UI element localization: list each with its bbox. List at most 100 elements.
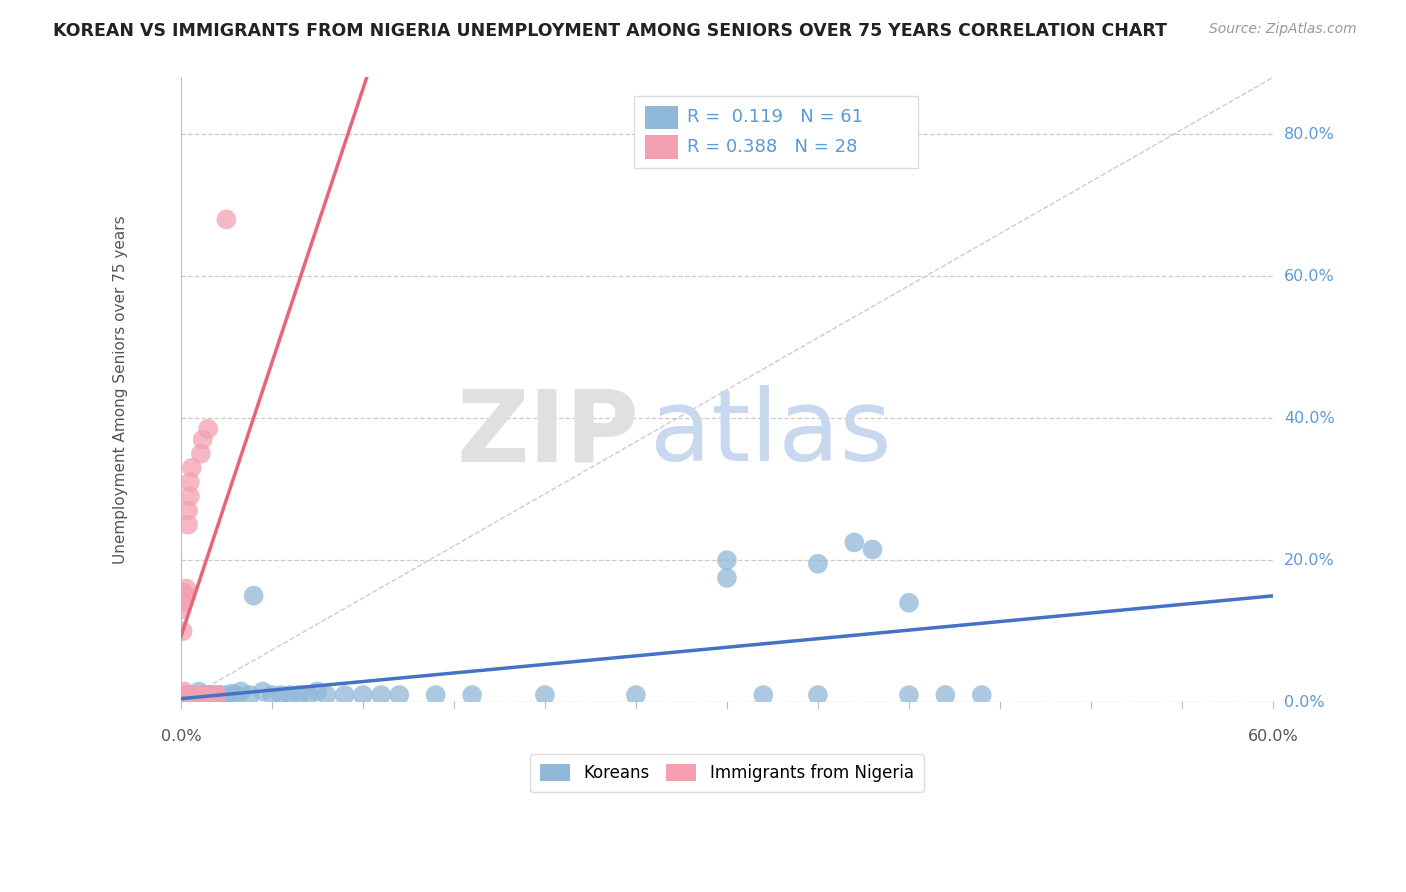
Point [862, 542, 884, 557]
Point [180, 688, 202, 702]
Point [198, 688, 221, 702]
Text: Source: ZipAtlas.com: Source: ZipAtlas.com [1209, 22, 1357, 37]
Point [333, 688, 356, 702]
Point [224, 688, 246, 702]
Point [270, 688, 292, 702]
Point [752, 688, 775, 702]
Point [180, 461, 202, 475]
Point [807, 557, 830, 571]
Point [288, 688, 311, 702]
Text: 0.0%: 0.0% [160, 729, 201, 744]
Point [177, 503, 200, 517]
Point [260, 688, 283, 702]
Text: ZIP: ZIP [457, 385, 640, 482]
Point [188, 688, 211, 702]
Point [207, 688, 229, 702]
Point [170, 603, 193, 617]
FancyBboxPatch shape [645, 135, 678, 159]
FancyBboxPatch shape [634, 96, 918, 168]
Point [179, 475, 201, 489]
Point [278, 688, 301, 702]
Point [370, 688, 392, 702]
Point [184, 688, 207, 702]
Text: 60.0%: 60.0% [1284, 268, 1334, 284]
Point [191, 688, 214, 702]
Point [388, 688, 411, 702]
Text: KOREAN VS IMMIGRANTS FROM NIGERIA UNEMPLOYMENT AMONG SENIORS OVER 75 YEARS CORRE: KOREAN VS IMMIGRANTS FROM NIGERIA UNEMPL… [53, 22, 1167, 40]
Point [897, 596, 920, 610]
Text: 40.0%: 40.0% [1284, 410, 1334, 425]
Point [179, 688, 201, 702]
Point [183, 688, 205, 702]
Point [186, 688, 208, 702]
FancyBboxPatch shape [645, 105, 678, 129]
Point [716, 553, 738, 567]
Point [202, 688, 225, 702]
Text: 80.0%: 80.0% [1284, 127, 1334, 142]
Point [534, 688, 557, 702]
Point [184, 688, 207, 702]
Point [197, 422, 219, 436]
Point [176, 589, 198, 603]
Point [173, 691, 195, 706]
Point [183, 688, 205, 702]
Point [172, 695, 194, 709]
Point [215, 688, 238, 702]
Point [172, 585, 194, 599]
Point [202, 688, 225, 702]
Point [461, 688, 484, 702]
Point [176, 691, 198, 706]
Point [897, 688, 920, 702]
Point [176, 688, 198, 702]
Point [193, 688, 215, 702]
Point [239, 688, 262, 702]
Point [197, 688, 219, 702]
Text: 0.0%: 0.0% [1284, 695, 1324, 710]
Point [180, 691, 202, 706]
Point [179, 489, 201, 503]
Point [307, 684, 329, 698]
Text: R =  0.119   N = 61: R = 0.119 N = 61 [686, 109, 862, 127]
Point [173, 684, 195, 698]
Point [252, 684, 274, 698]
Point [844, 535, 866, 549]
Point [297, 688, 319, 702]
Point [173, 695, 195, 709]
Point [191, 433, 214, 447]
Point [173, 688, 195, 702]
Point [170, 691, 193, 706]
Text: 60.0%: 60.0% [1247, 729, 1298, 744]
Point [176, 695, 198, 709]
Point [180, 688, 202, 702]
Point [188, 684, 211, 698]
Point [188, 688, 211, 702]
Point [176, 691, 198, 706]
Point [315, 688, 337, 702]
Point [170, 695, 193, 709]
Point [807, 688, 830, 702]
Text: R = 0.388   N = 28: R = 0.388 N = 28 [686, 137, 856, 156]
Point [229, 684, 252, 698]
Point [179, 691, 201, 706]
Point [716, 571, 738, 585]
Point [186, 688, 208, 702]
Point [176, 582, 198, 596]
Point [242, 589, 264, 603]
Point [209, 688, 232, 702]
Text: atlas: atlas [651, 385, 891, 482]
Point [970, 688, 993, 702]
Text: 20.0%: 20.0% [1284, 553, 1334, 567]
Point [934, 688, 956, 702]
Point [177, 691, 200, 706]
Point [221, 687, 243, 701]
Point [172, 596, 194, 610]
Point [172, 695, 194, 709]
Point [425, 688, 447, 702]
Point [177, 688, 200, 702]
Point [177, 517, 200, 532]
Point [207, 688, 229, 702]
Point [173, 695, 195, 709]
Point [624, 688, 647, 702]
Point [215, 212, 238, 227]
Point [170, 688, 193, 702]
